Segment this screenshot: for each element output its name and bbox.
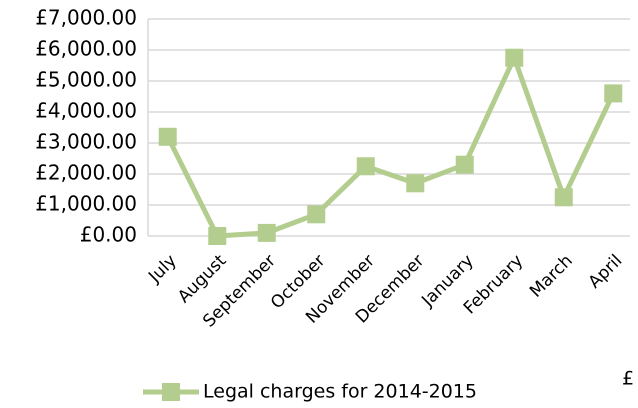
marker <box>604 84 623 103</box>
marker <box>257 223 276 242</box>
x-tick-label: April <box>585 251 627 293</box>
y-tick-label: £4,000.00 <box>35 99 137 123</box>
x-tick-label: July <box>144 251 180 287</box>
marker <box>505 48 524 67</box>
y-tick-label: £3,000.00 <box>35 130 137 154</box>
legend: Legal charges for 2014-2015 <box>143 381 477 403</box>
marker <box>307 205 326 224</box>
y-tick-label: £5,000.00 <box>35 68 137 92</box>
y-tick-label: £2,000.00 <box>35 161 137 185</box>
legend-marker <box>162 383 180 401</box>
series-line <box>165 55 616 239</box>
y-tick-label: £6,000.00 <box>35 37 137 61</box>
marker <box>158 127 177 146</box>
marker <box>455 155 474 174</box>
marker <box>208 227 227 245</box>
annotation: £ <box>622 368 634 390</box>
legend-label: Legal charges for 2014-2015 <box>203 381 477 403</box>
y-tick-label: £0.00 <box>80 223 137 247</box>
y-tick-label: £7,000.00 <box>35 6 137 30</box>
marker <box>356 157 375 176</box>
marker <box>406 174 425 193</box>
marker <box>554 188 573 207</box>
y-tick-label: £1,000.00 <box>35 192 137 216</box>
x-tick-label: March <box>526 251 577 302</box>
